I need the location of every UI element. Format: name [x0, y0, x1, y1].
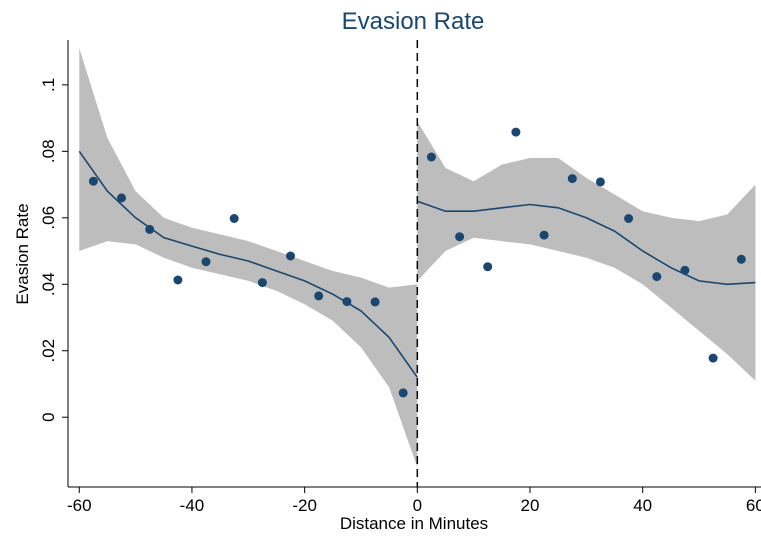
y-tick-label: .08: [39, 139, 58, 163]
data-point: [652, 272, 662, 282]
chart-title: Evasion Rate: [342, 8, 485, 35]
data-point: [257, 278, 267, 288]
y-axis-ticks: 0 .02 .04 .06 .08 .1: [39, 78, 68, 422]
data-point: [314, 291, 324, 301]
data-point: [708, 353, 718, 363]
x-tick-label: 0: [413, 496, 422, 515]
confidence-band-right: [417, 121, 756, 381]
data-point: [736, 254, 746, 264]
data-point: [117, 193, 126, 203]
data-point: [426, 152, 436, 162]
data-point: [680, 265, 690, 275]
scatter-points: [88, 127, 746, 398]
y-tick-label: .1: [39, 78, 58, 92]
confidence-band-left: [79, 48, 418, 468]
data-point: [201, 257, 211, 267]
data-point: [229, 214, 239, 223]
data-point: [511, 127, 521, 137]
x-tick-label: -20: [292, 496, 317, 515]
x-tick-label: -60: [67, 496, 92, 515]
data-point: [88, 176, 98, 186]
data-point: [342, 297, 352, 307]
data-point: [398, 388, 408, 398]
data-point: [483, 262, 493, 272]
data-point: [145, 224, 155, 234]
y-axis-label: Evasion Rate: [13, 203, 32, 304]
y-tick-label: .06: [39, 206, 58, 230]
fit-line-left: [78, 150, 418, 378]
x-tick-label: 60: [746, 496, 761, 515]
confidence-bands: [79, 48, 756, 468]
data-point: [286, 251, 295, 261]
y-tick-label: .04: [39, 272, 58, 296]
data-point: [455, 232, 465, 242]
data-point: [370, 297, 380, 307]
x-tick-label: 20: [521, 496, 540, 515]
x-axis-label: Distance in Minutes: [340, 514, 488, 533]
y-tick-label: .02: [39, 339, 58, 363]
data-point: [595, 177, 605, 187]
data-point: [567, 174, 577, 184]
data-point: [539, 230, 549, 240]
fit-line-right: [417, 200, 756, 286]
x-axis-ticks: -60 -40 -20 0 20 40 60: [67, 487, 761, 515]
y-tick-label: 0: [39, 412, 58, 421]
fit-lines: [78, 150, 756, 378]
data-point: [173, 275, 183, 285]
x-tick-label: 40: [633, 496, 652, 515]
x-tick-label: -40: [180, 496, 205, 515]
data-point: [624, 214, 634, 223]
